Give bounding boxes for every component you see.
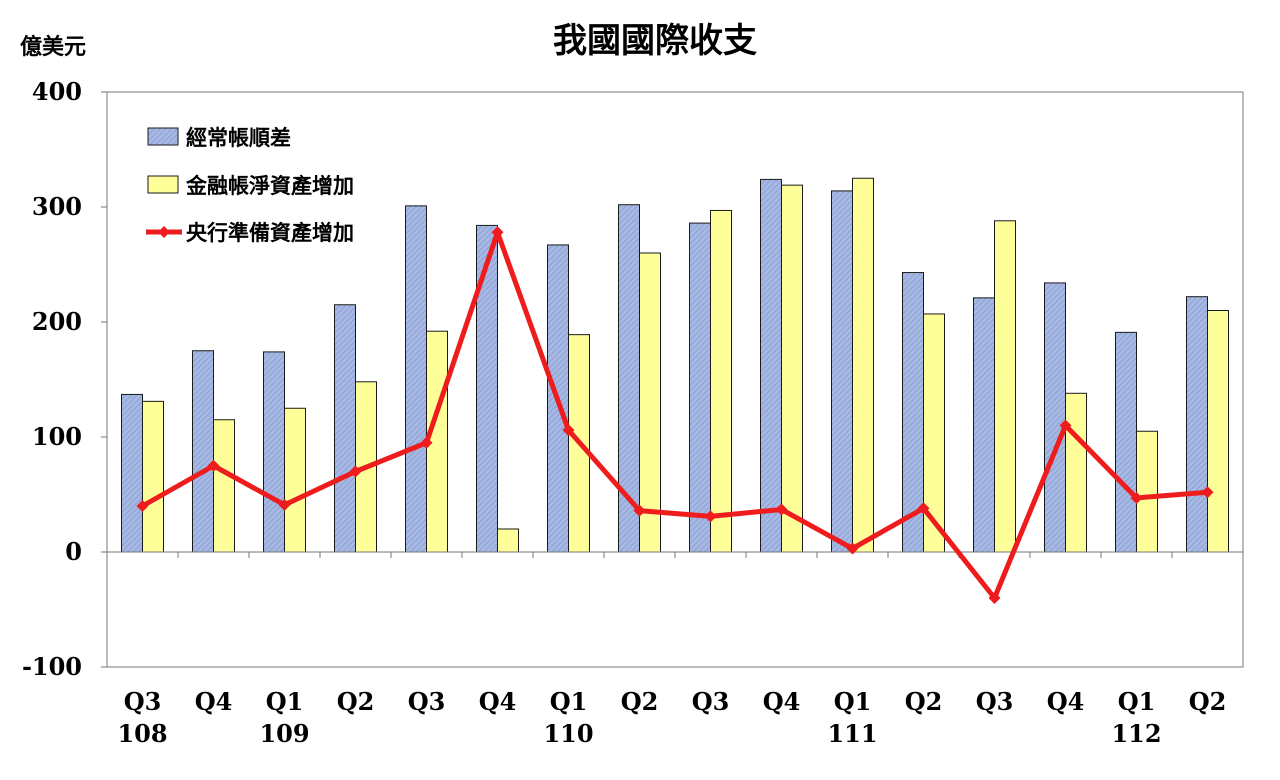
bar-financial-account <box>213 419 235 553</box>
x-tick-label-quarter: Q4 <box>479 687 517 716</box>
bar-financial-account <box>639 252 661 553</box>
bar-current-account <box>334 304 356 553</box>
reserve-point <box>1059 419 1072 432</box>
y-tick-label: 100 <box>32 422 82 451</box>
x-tick-label-quarter: Q2 <box>621 687 659 716</box>
bar-current-account <box>263 351 285 553</box>
y-tick-label: 400 <box>32 77 82 106</box>
bar-financial-account <box>994 220 1016 553</box>
reserve-point <box>1201 486 1214 499</box>
x-tick-label-quarter: Q2 <box>337 687 375 716</box>
reserve-point <box>207 459 220 472</box>
x-tick-label-quarter: Q3 <box>124 687 162 716</box>
y-axis-unit-label: 億美元 <box>20 34 86 60</box>
bar-financial-account <box>1207 310 1229 553</box>
x-tick-label-year: 112 <box>1111 719 1161 748</box>
y-tick-label: 0 <box>65 537 82 566</box>
reserve-point <box>562 424 575 437</box>
bar-current-account <box>405 205 427 553</box>
y-tick-label: 300 <box>32 192 82 221</box>
bar-current-account <box>121 393 143 553</box>
bar-current-account <box>476 224 498 553</box>
y-axis-ticks: -100 0 100 200 300 400 <box>22 77 107 681</box>
legend-label: 金融帳淨資產增加 <box>185 173 354 198</box>
legend-label: 央行準備資產增加 <box>186 220 354 245</box>
bar-current-account <box>192 350 214 553</box>
reserve-point <box>633 504 646 517</box>
reserve-point <box>917 502 930 515</box>
x-tick-label-quarter: Q2 <box>905 687 943 716</box>
bar-current-account <box>973 297 995 553</box>
x-tick-label-year: 111 <box>827 719 877 748</box>
reserve-point <box>278 498 291 511</box>
legend-swatch-financial-account <box>147 175 179 194</box>
x-tick-label-quarter: Q3 <box>408 687 446 716</box>
bar-financial-account <box>710 209 732 553</box>
bar-financial-account <box>1136 430 1158 553</box>
x-tick-label-quarter: Q1 <box>550 687 588 716</box>
legend-swatch-current-account <box>147 127 179 146</box>
x-tick-label-quarter: Q1 <box>266 687 304 716</box>
reserve-point <box>704 510 717 523</box>
reserve-point <box>136 500 149 512</box>
bar-financial-account <box>781 184 803 553</box>
reserve-line-series <box>136 226 1214 604</box>
x-axis-ticks: Q3 108 Q4 Q1 109 Q2 Q3 Q4 Q1 110 Q2 Q3 Q4 Q1 111 Q2 Q3 Q4… <box>117 552 1226 748</box>
x-tick-label-quarter: Q2 <box>1189 687 1227 716</box>
bar-current-account <box>831 190 853 553</box>
legend-swatch-reserve-marker <box>158 226 170 238</box>
reserve-line <box>141 229 1208 601</box>
y-tick-label: -100 <box>22 652 82 681</box>
bar-current-account <box>760 178 782 553</box>
x-tick-label-year: 108 <box>117 719 167 748</box>
bars <box>121 177 1229 553</box>
bar-financial-account <box>142 400 164 553</box>
x-tick-label-year: 109 <box>259 719 309 748</box>
bar-financial-account <box>852 177 874 553</box>
reserve-point <box>491 226 504 239</box>
x-tick-label-quarter: Q1 <box>1118 687 1156 716</box>
reserve-point <box>988 592 1001 604</box>
bar-financial-account <box>497 528 519 553</box>
y-tick-label: 200 <box>32 307 82 336</box>
x-tick-label-quarter: Q4 <box>195 687 233 716</box>
legend-label: 經常帳順差 <box>186 125 291 150</box>
reserve-point <box>349 465 362 478</box>
reserve-point <box>846 542 859 555</box>
reserve-point <box>775 503 788 516</box>
bar-financial-account <box>1065 392 1087 553</box>
x-tick-label-quarter: Q3 <box>976 687 1014 716</box>
chart-title: 我國國際收支 <box>553 21 757 61</box>
x-tick-label-quarter: Q1 <box>834 687 872 716</box>
bar-current-account <box>1186 296 1208 553</box>
bar-current-account <box>1115 331 1137 553</box>
x-tick-label-quarter: Q3 <box>692 687 730 716</box>
reserve-point <box>420 436 433 449</box>
bar-financial-account <box>284 407 306 553</box>
bar-current-account <box>1044 282 1066 553</box>
reserve-point <box>1130 491 1143 504</box>
x-tick-label-year: 110 <box>543 719 593 748</box>
x-tick-label-quarter: Q4 <box>763 687 801 716</box>
x-tick-label-quarter: Q4 <box>1047 687 1085 716</box>
bar-current-account <box>689 222 711 553</box>
